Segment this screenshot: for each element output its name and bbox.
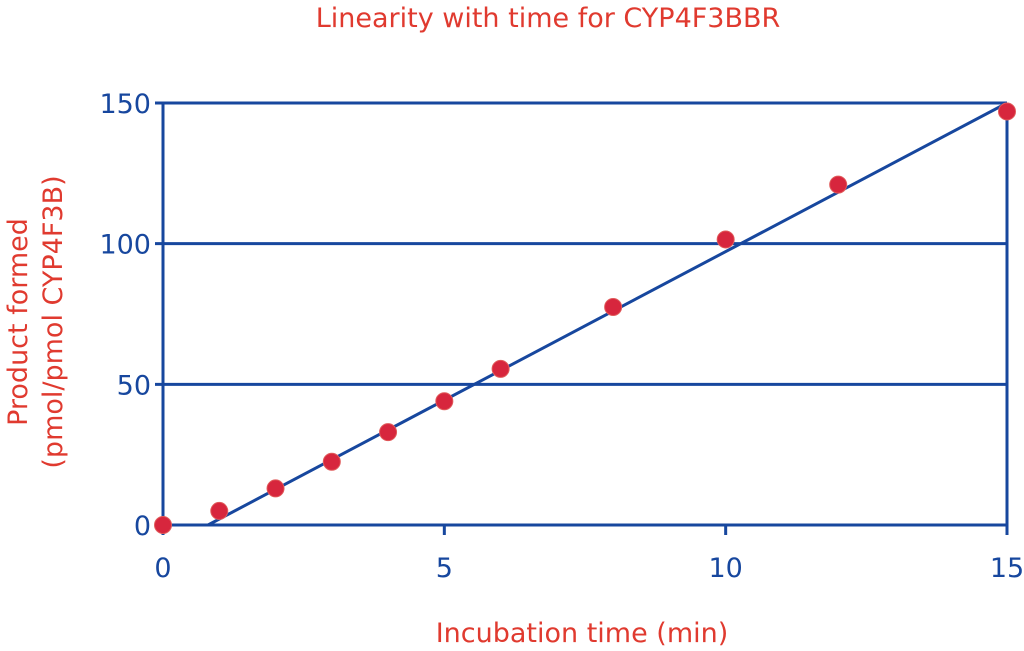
data-point-0-9 [829, 175, 848, 194]
y-tick-label-100: 100 [99, 230, 151, 261]
chart-title: Linearity with time for CYP4F3BBR [316, 3, 781, 34]
y-axis-label-line1: Product formed [3, 218, 34, 426]
grid-lines [155, 101, 1007, 386]
data-point-0-4 [379, 423, 398, 442]
data-point-0-0 [154, 516, 172, 534]
x-tick-label-0: 0 [154, 553, 171, 584]
data-point-0-5 [435, 392, 454, 411]
axes [155, 103, 1009, 535]
data-point-0-6 [491, 359, 510, 378]
x-tick-labels: 0 5 10 15 [154, 553, 1024, 584]
data-point-0-1 [210, 501, 229, 520]
data-point-0-10 [998, 102, 1016, 121]
y-tick-label-50: 50 [117, 370, 151, 401]
data-points [154, 102, 1016, 534]
x-tick-label-5: 5 [436, 553, 453, 584]
x-tick-label-10: 10 [708, 553, 742, 584]
trend-line [207, 101, 1008, 527]
data-point-0-2 [266, 479, 285, 498]
y-axis-label: Product formed (pmol/pmol CYP4F3B) [3, 175, 69, 468]
data-point-0-7 [604, 297, 623, 316]
y-tick-label-150: 150 [99, 89, 151, 120]
trend-line-group [207, 101, 1008, 527]
data-point-0-3 [322, 452, 341, 471]
x-axis-label: Incubation time (min) [436, 618, 729, 649]
y-tick-labels: 0 50 100 150 [99, 89, 151, 542]
data-point-0-8 [716, 230, 735, 249]
y-tick-label-0: 0 [134, 511, 151, 542]
x-tick-label-15: 15 [990, 553, 1024, 584]
y-axis-label-line2: (pmol/pmol CYP4F3B) [38, 175, 69, 468]
